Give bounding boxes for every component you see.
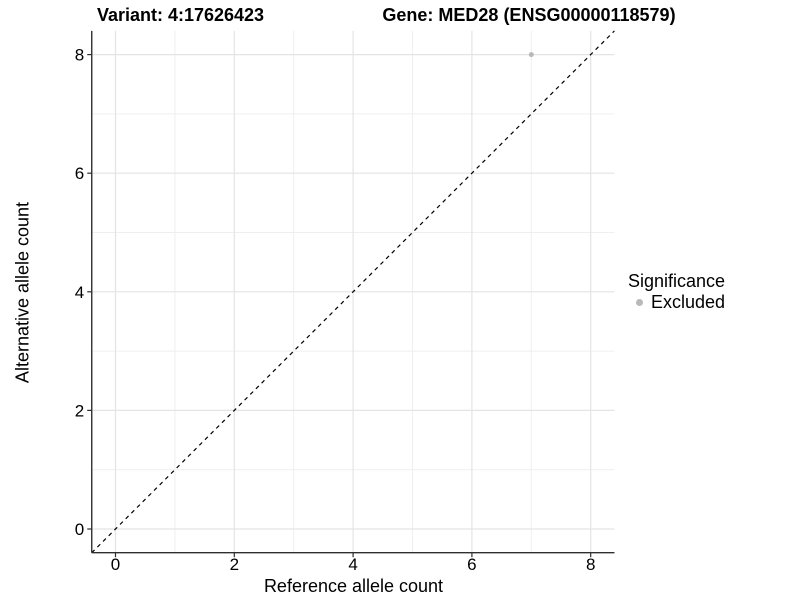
legend: Significance Excluded bbox=[628, 271, 725, 311]
data-point bbox=[528, 52, 534, 58]
y-tick-label: 2 bbox=[75, 401, 84, 420]
legend-item-label: Excluded bbox=[651, 292, 726, 312]
y-tick-label: 6 bbox=[75, 164, 84, 183]
y-tick-label: 4 bbox=[75, 283, 84, 302]
variant-title: Variant: 4:17626423 bbox=[96, 5, 265, 25]
identity-dashed-line bbox=[91, 30, 615, 554]
legend-title: Significance bbox=[628, 271, 726, 291]
x-axis-title: Reference allele count bbox=[263, 576, 444, 596]
x-tick-label: 6 bbox=[467, 555, 476, 574]
y-tick-label: 8 bbox=[75, 46, 84, 65]
y-tick-label: 0 bbox=[75, 520, 84, 539]
legend-item-excluded: Excluded bbox=[628, 293, 725, 311]
x-tick-label: 4 bbox=[348, 555, 357, 574]
x-tick-label: 8 bbox=[586, 555, 595, 574]
excluded-point-icon bbox=[636, 298, 643, 306]
x-tick-label: 2 bbox=[230, 555, 239, 574]
x-tick-label: 0 bbox=[111, 555, 120, 574]
gene-title: Gene: MED28 (ENSG00000118579) bbox=[382, 5, 676, 25]
